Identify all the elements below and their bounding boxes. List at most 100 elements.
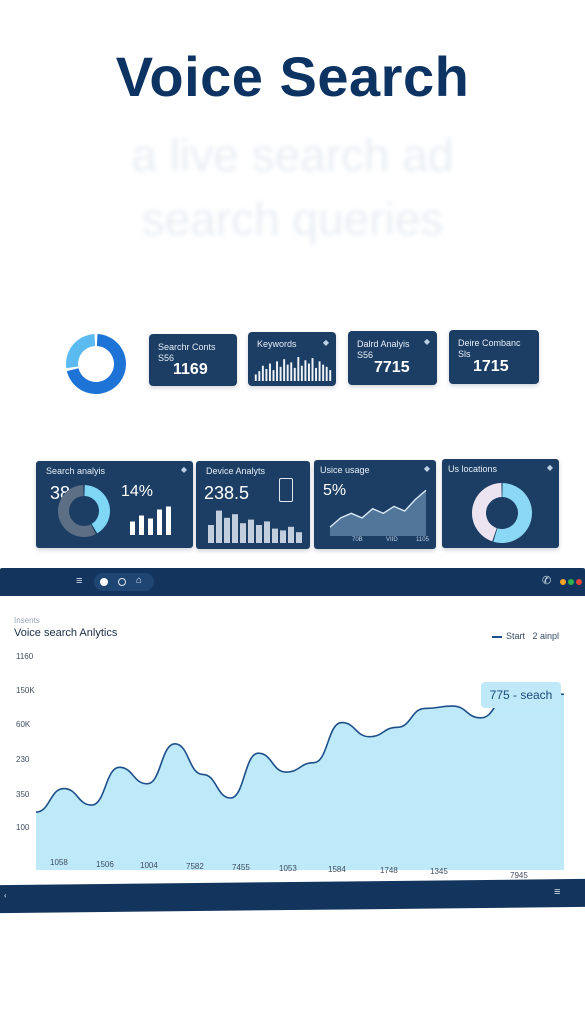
keywords-bar [279, 366, 282, 381]
stat-tile-keywords[interactable]: Keywords ◆ [248, 332, 336, 386]
device-bar [264, 521, 270, 543]
keywords-bar [307, 363, 310, 381]
lock-icon[interactable]: ⌂ [136, 575, 143, 586]
search-donut-chart [58, 485, 110, 537]
keywords-bar [283, 359, 286, 381]
device-bar [232, 514, 238, 543]
faded-subtitle-line-2: search queries [141, 193, 444, 245]
legend-entry: 2 ainpl [532, 631, 559, 641]
panel-title: Us locations [448, 464, 498, 474]
keywords-bar [329, 370, 332, 381]
device-bar [272, 528, 278, 543]
panel-value: 5% [323, 482, 347, 499]
more-icon[interactable]: ◆ [546, 463, 553, 472]
more-icon[interactable]: ◆ [423, 337, 430, 346]
panel-voice-usage[interactable]: Usice usage ◆ 5% 70B VIID 1105 [314, 460, 436, 549]
stat-tile-title: Searchr Conts S56 [158, 342, 216, 363]
x-tick: 1345 [430, 867, 448, 876]
y-tick: 1160 [16, 652, 34, 661]
chart-area [0, 596, 585, 882]
menu-icon[interactable]: ≡ [554, 886, 561, 899]
area-fill [36, 691, 564, 870]
x-tick: 70B [352, 537, 363, 543]
search-bar [166, 506, 171, 535]
voice-usage-area [330, 490, 426, 536]
panel-value: 238.5 [204, 483, 250, 503]
device-bar [288, 526, 294, 543]
faded-subtitle-line-1: a live search ad [131, 129, 454, 181]
x-tick: 1058 [50, 858, 68, 867]
device-bar [248, 519, 254, 543]
stat-tile-daily-analysis[interactable]: Dalrd Analyis S56 ◆ 7715 [348, 331, 437, 385]
panel-us-locations[interactable]: Us locations ◆ [442, 459, 559, 548]
overview-donut-chart [66, 334, 126, 394]
keywords-bar-chart [254, 357, 332, 381]
panel-device-analysis[interactable]: Device Analyts 238.5 [196, 461, 310, 549]
keywords-bar [300, 365, 303, 381]
window-dot-red[interactable] [576, 579, 582, 585]
device-bar-chart [208, 510, 302, 543]
keywords-bar [286, 364, 289, 381]
search-bar [157, 509, 162, 535]
window-toolbar: ≡ ⌂ ✆ [0, 568, 585, 596]
panel-value-percent: 14% [121, 483, 154, 500]
search-bar-chart [130, 506, 171, 535]
donut-segment [472, 483, 502, 542]
y-tick: 100 [16, 823, 30, 832]
chevron-left-icon[interactable]: ‹ [4, 890, 7, 901]
x-tick: 1105 [416, 537, 429, 543]
keywords-bar [265, 369, 268, 381]
menu-icon[interactable]: ≡ [76, 575, 83, 587]
x-tick: 1053 [279, 864, 297, 873]
y-tick: 230 [16, 755, 30, 764]
keywords-bar [293, 367, 296, 381]
stat-tile-value: 1169 [173, 361, 208, 378]
keywords-bar [276, 361, 279, 381]
keywords-bar [254, 374, 257, 381]
panel-search-analysis[interactable]: Search analyis ◆ 38 14% [36, 461, 193, 548]
circle-filled-icon[interactable] [100, 578, 108, 586]
voice-usage-line [329, 489, 427, 528]
keywords-bar [322, 364, 325, 381]
more-icon[interactable]: ◆ [423, 464, 430, 473]
search-bar [130, 521, 135, 535]
keywords-bar [261, 365, 264, 381]
chart-legend: Start 2 ainpl [491, 631, 559, 641]
device-bar [216, 510, 222, 543]
stat-tile-value: 7715 [374, 359, 410, 376]
x-tick: 1004 [140, 861, 158, 870]
circle-icon[interactable] [118, 578, 126, 586]
phone-icon[interactable]: ✆ [542, 575, 552, 587]
search-bar [139, 515, 144, 535]
main-area-chart [35, 691, 565, 870]
keywords-bar [297, 357, 300, 381]
analytics-window: ≡ ⌂ ✆ Insents Voice search Anlytics Star… [0, 568, 585, 922]
stat-tile-title: Dalrd Analyis S56 [357, 339, 410, 360]
more-icon[interactable]: ◆ [180, 465, 187, 474]
window-dot-orange[interactable] [560, 579, 566, 585]
more-icon[interactable]: ◆ [322, 338, 329, 347]
stat-tile-value: 1715 [473, 358, 509, 375]
x-tick: 1584 [328, 865, 346, 874]
donut-segment [493, 483, 532, 543]
keywords-bar [315, 367, 318, 381]
y-tick: 150K [16, 686, 35, 695]
device-bar [240, 523, 246, 543]
stat-tile-device-combined[interactable]: Deire Combanc Sls 1715 [449, 330, 539, 384]
keywords-bar [325, 366, 328, 381]
locations-donut-chart [472, 483, 532, 543]
donut-segment [66, 334, 96, 369]
window-dot-green[interactable] [568, 579, 574, 585]
donut-segment [66, 334, 126, 394]
chart-title: Voice search Anlytics [14, 627, 118, 639]
x-tick: 7582 [186, 862, 204, 871]
device-bar [256, 525, 262, 543]
device-bar [296, 532, 302, 543]
device-bar [280, 530, 286, 543]
x-tick: 1748 [380, 866, 398, 875]
x-tick: 1506 [96, 860, 114, 869]
keywords-bar [311, 358, 314, 381]
stat-tile-search-counts[interactable]: Searchr Conts S56 1169 [149, 334, 237, 386]
x-tick: 7455 [232, 863, 250, 872]
series-line [35, 691, 565, 813]
